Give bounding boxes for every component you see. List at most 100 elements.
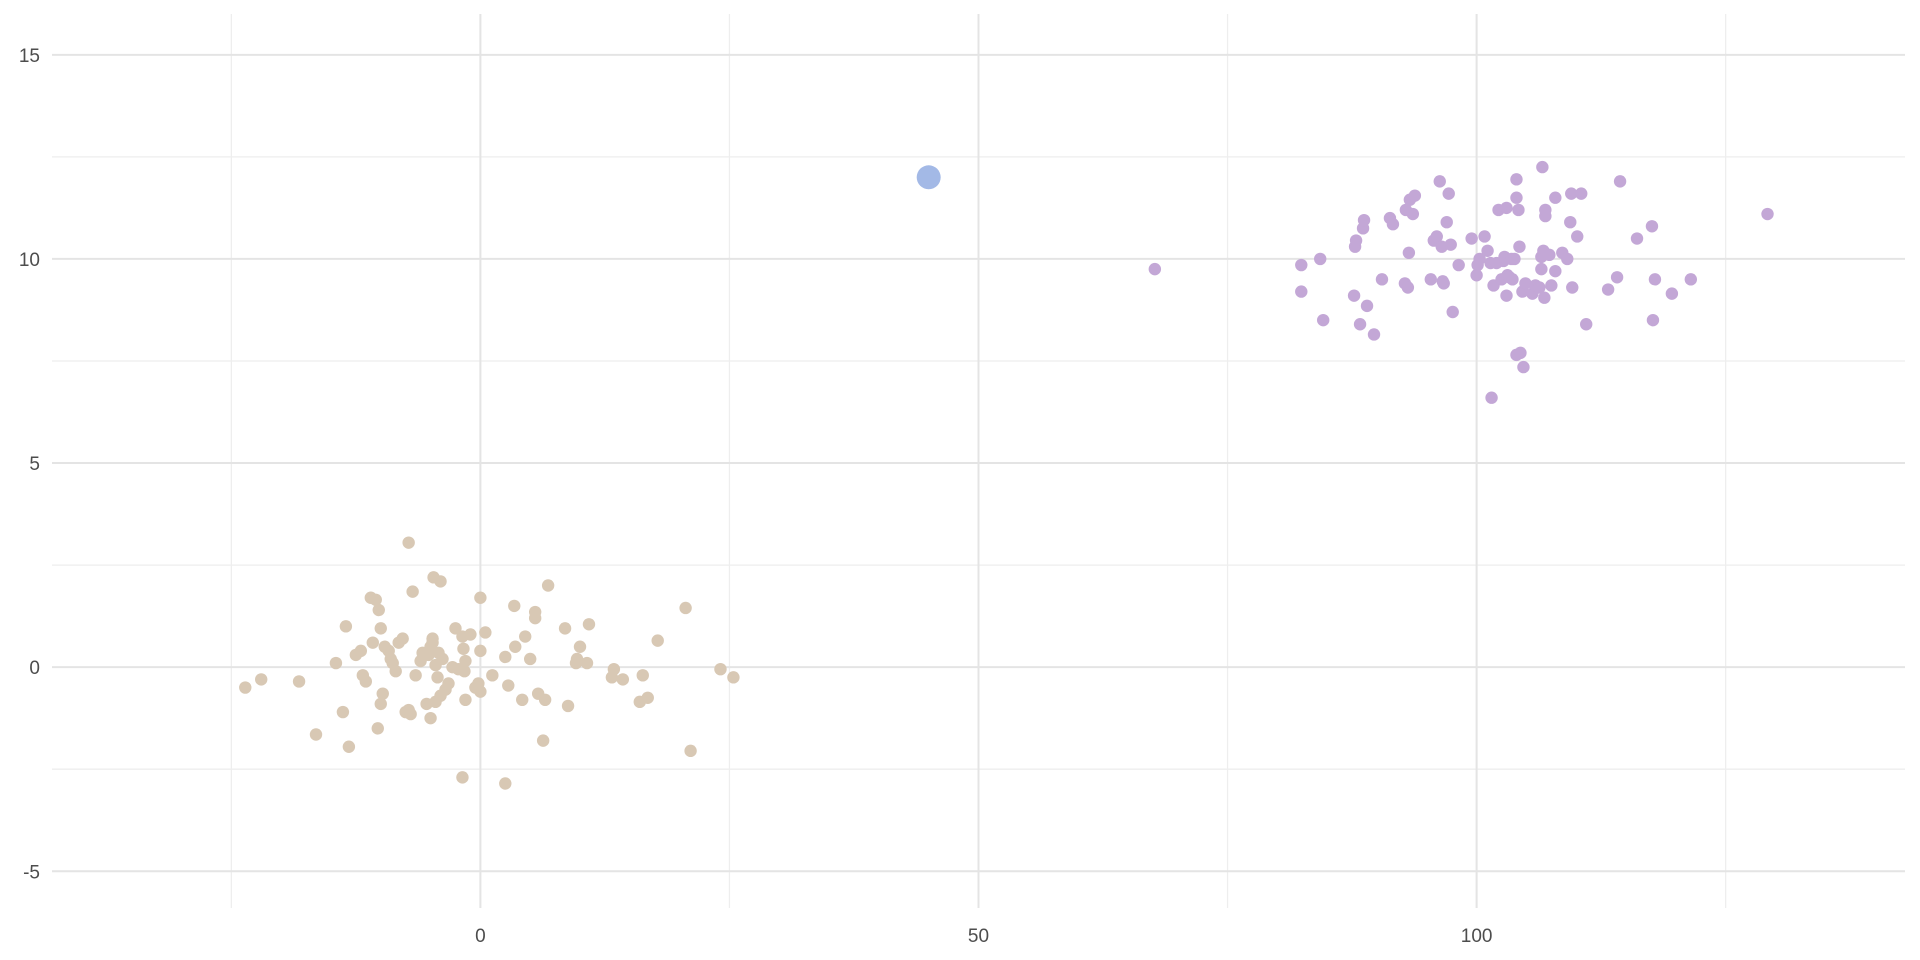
- scatter-point: [374, 697, 387, 711]
- scatter-point: [424, 711, 437, 725]
- scatter-point: [1549, 191, 1562, 204]
- scatter-point: [1665, 287, 1679, 300]
- scatter-point: [616, 673, 630, 686]
- scatter-point: [1535, 262, 1548, 276]
- scatter-point: [1508, 252, 1521, 266]
- scatter-point: [342, 740, 356, 753]
- scatter-point: [366, 636, 379, 649]
- scatter-point: [1566, 281, 1579, 294]
- y-tick-label: -5: [23, 862, 40, 883]
- scatter-point: [1514, 346, 1527, 360]
- scatter-point: [558, 622, 572, 635]
- scatter-point: [1353, 318, 1367, 331]
- scatter-point: [1500, 289, 1513, 302]
- scatter-point: [1433, 175, 1446, 188]
- scatter-point: [528, 605, 542, 619]
- scatter-point: [457, 642, 470, 655]
- scatter-point: [458, 665, 471, 678]
- scatter-point: [519, 630, 532, 643]
- data-points: [239, 160, 1774, 790]
- scatter-point: [1148, 262, 1162, 276]
- scatter-point: [1538, 291, 1551, 304]
- scatter-point: [1645, 220, 1659, 233]
- scatter-point: [1510, 191, 1523, 204]
- scatter-point: [426, 632, 439, 645]
- scatter-point: [404, 707, 417, 721]
- scatter-point: [389, 665, 402, 678]
- scatter-point: [359, 675, 373, 688]
- scatter-point: [1367, 328, 1381, 341]
- scatter-point: [1402, 246, 1416, 260]
- series-2: [916, 165, 941, 190]
- scatter-point: [1536, 160, 1549, 174]
- scatter-point: [1347, 289, 1361, 302]
- scatter-point: [508, 599, 521, 613]
- scatter-point: [1478, 230, 1491, 243]
- scatter-point: [436, 652, 449, 666]
- scatter-point: [1533, 281, 1546, 294]
- scatter-point: [523, 652, 537, 666]
- scatter-point: [509, 640, 522, 653]
- scatter-point: [479, 626, 492, 639]
- scatter-point: [502, 679, 515, 692]
- scatter-point: [1517, 360, 1530, 374]
- scatter-point: [336, 705, 350, 719]
- scatter-point: [474, 644, 487, 658]
- scatter-point: [1613, 175, 1627, 188]
- scatter-point: [1424, 273, 1437, 286]
- scatter-point: [684, 744, 697, 758]
- scatter-point: [538, 693, 552, 707]
- scatter-point: [239, 681, 252, 694]
- series-0: [239, 536, 740, 790]
- scatter-point: [459, 693, 472, 707]
- scatter-point: [406, 585, 419, 598]
- scatter-point: [1630, 232, 1644, 245]
- y-tick-label: 10: [19, 250, 40, 271]
- y-tick-label: 5: [29, 454, 40, 475]
- scatter-point: [536, 734, 550, 747]
- scatter-point: [1440, 215, 1453, 229]
- scatter-point: [474, 685, 487, 698]
- scatter-point: [431, 671, 444, 684]
- scatter-point: [339, 620, 353, 633]
- scatter-point: [255, 673, 268, 686]
- scatter-point: [1506, 273, 1519, 286]
- x-tick-label: 50: [968, 926, 989, 947]
- scatter-point: [1349, 234, 1363, 247]
- scatter-point: [309, 728, 323, 741]
- scatter-point: [434, 575, 447, 588]
- scatter-point: [402, 536, 415, 549]
- scatter-point: [1485, 391, 1498, 404]
- x-tick-label: 100: [1461, 926, 1493, 947]
- scatter-point: [459, 654, 472, 668]
- scatter-point: [1512, 203, 1525, 217]
- scatter-point: [486, 669, 499, 682]
- scatter-point: [1549, 264, 1562, 278]
- scatter-point: [499, 650, 512, 664]
- scatter-point: [1543, 248, 1556, 262]
- scatter-point: [442, 677, 455, 690]
- scatter-point: [1545, 279, 1558, 292]
- scatter-point: [582, 618, 596, 631]
- scatter-point: [1357, 213, 1371, 227]
- scatter-point: [1430, 230, 1443, 243]
- scatter-point: [369, 593, 382, 606]
- x-tick-label: 0: [475, 926, 486, 947]
- scatter-point: [1406, 207, 1420, 221]
- scatter-point: [409, 669, 422, 682]
- scatter-point: [1610, 271, 1624, 284]
- scatter-point: [516, 693, 529, 707]
- scatter-point: [727, 671, 740, 684]
- scatter-point: [1446, 305, 1459, 319]
- scatter-point: [1437, 277, 1450, 290]
- scatter-point: [1539, 203, 1552, 217]
- scatter-point: [1575, 187, 1588, 200]
- scatter-point: [1295, 258, 1308, 272]
- scatter-point: [1601, 283, 1615, 296]
- scatter-point: [607, 662, 621, 676]
- scatter-point: [1564, 215, 1577, 229]
- y-tick-label: 0: [29, 658, 40, 679]
- scatter-point: [374, 622, 387, 635]
- scatter-point: [1481, 244, 1494, 257]
